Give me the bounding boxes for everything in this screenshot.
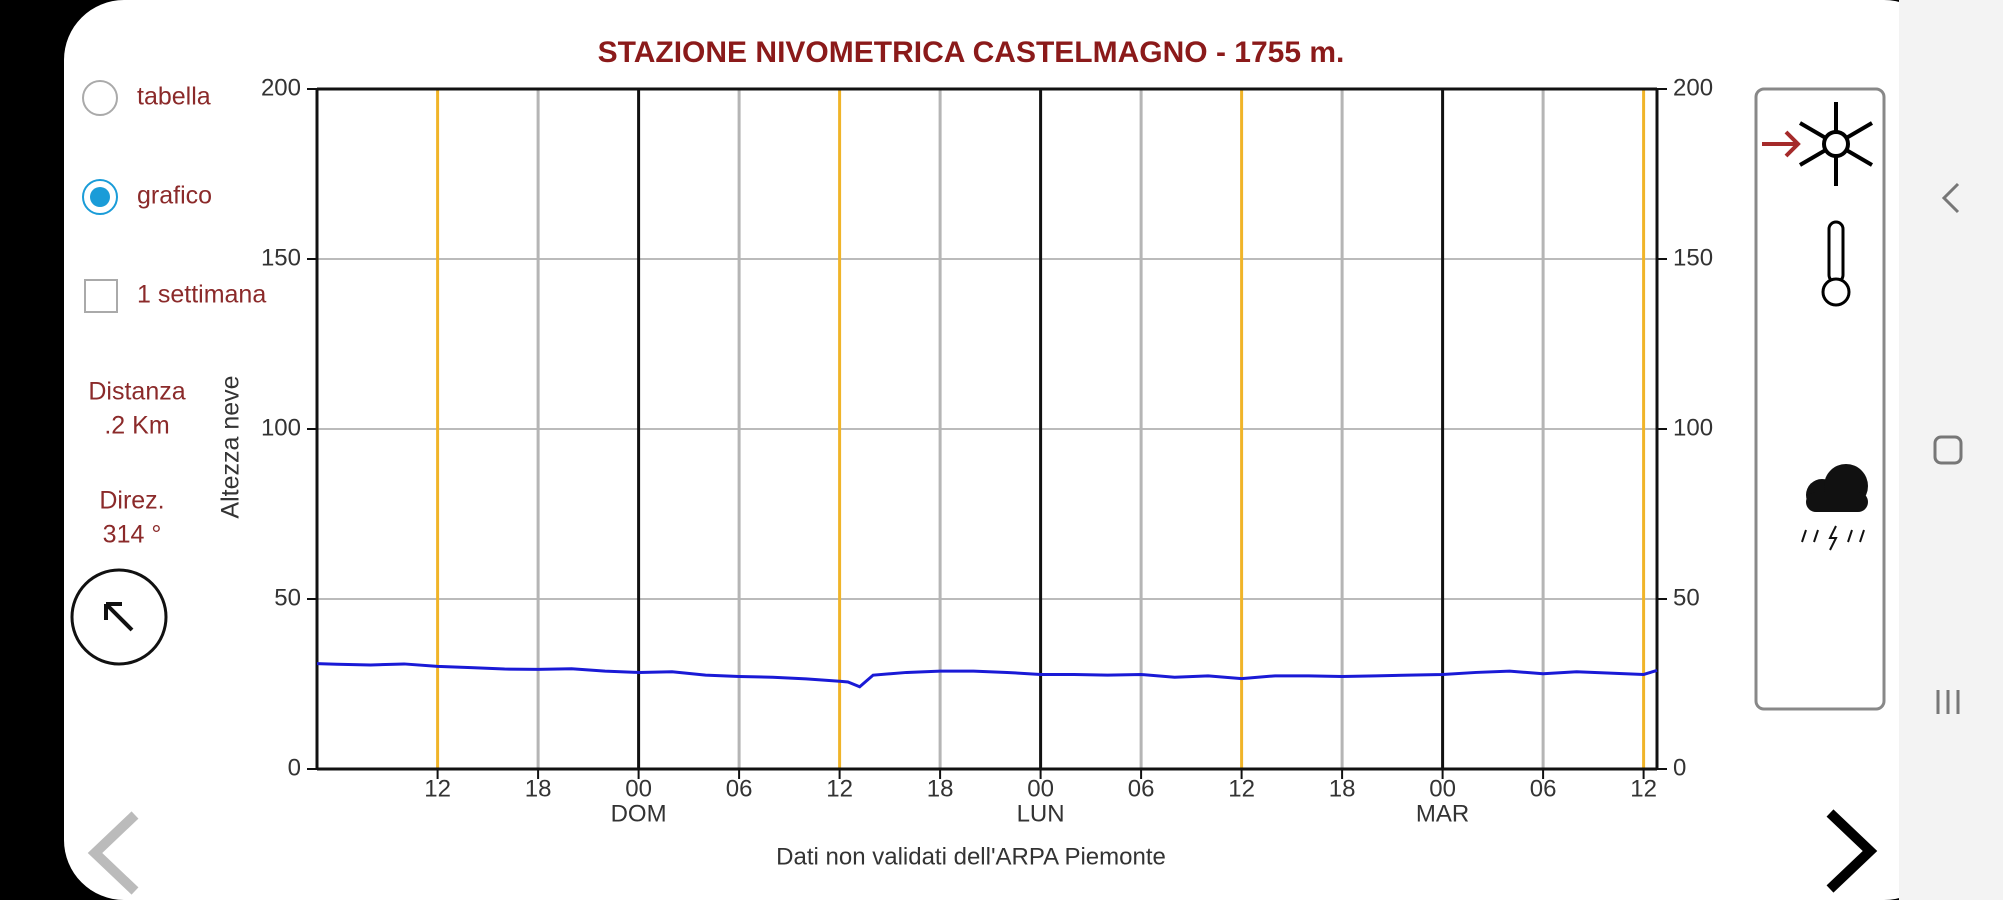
x-tick-label: 12: [1630, 775, 1657, 802]
app-card: [64, 0, 1944, 900]
y2-tick-label: 150: [1673, 244, 1713, 271]
selected-arrow: [1762, 130, 1801, 158]
x-tick-label: 00: [1027, 775, 1054, 802]
radio-dot: [90, 187, 110, 207]
y-tick-label: 50: [274, 584, 301, 611]
y-axis-label: Altezza neve: [217, 375, 245, 518]
y-tick-label: 0: [288, 754, 301, 781]
day-label: LUN: [1017, 800, 1065, 827]
x-tick-label: 00: [625, 775, 652, 802]
checkbox-week[interactable]: [84, 279, 118, 313]
y-tick-label: 100: [261, 414, 301, 441]
snow-icon[interactable]: [1798, 102, 1874, 186]
distance-label: Distanza: [88, 378, 185, 406]
direction-label: Direz.: [99, 487, 164, 515]
x-tick-label: 06: [1530, 775, 1557, 802]
data-line: [316, 662, 1658, 689]
nav-back[interactable]: [1941, 182, 1960, 214]
nav-home[interactable]: [1933, 435, 1963, 465]
x-tick-label: 18: [927, 775, 954, 802]
x-tick-label: 06: [1128, 775, 1155, 802]
thermometer-icon[interactable]: [1821, 220, 1851, 307]
side-panel: [1754, 87, 1886, 711]
next-arrow[interactable]: [1826, 809, 1878, 893]
prev-arrow[interactable]: [87, 811, 139, 895]
y2-tick-label: 100: [1673, 414, 1713, 441]
day-label: DOM: [611, 800, 667, 827]
y-tick-label: 150: [261, 244, 301, 271]
option-label: grafico: [137, 182, 212, 210]
x-tick-label: 06: [726, 775, 753, 802]
y2-tick-label: 50: [1673, 584, 1700, 611]
x-tick-label: 12: [424, 775, 451, 802]
y2-tick-label: 0: [1673, 754, 1686, 781]
chart-title: STAZIONE NIVOMETRICA CASTELMAGNO - 1755 …: [598, 36, 1345, 69]
day-label: MAR: [1416, 800, 1469, 827]
x-tick-label: 18: [525, 775, 552, 802]
x-tick-label: 12: [1228, 775, 1255, 802]
y-tick-label: 200: [261, 74, 301, 101]
weather-icon[interactable]: [1801, 464, 1868, 551]
footer-note: Dati non validati dell'ARPA Piemonte: [776, 843, 1166, 870]
direction-value: 314 °: [103, 521, 162, 549]
nav-bar: [1899, 0, 2003, 900]
y2-tick-label: 200: [1673, 74, 1713, 101]
option-label: tabella: [137, 83, 211, 111]
nav-recents[interactable]: [1936, 690, 1960, 714]
x-tick-label: 00: [1429, 775, 1456, 802]
distance-value: .2 Km: [104, 412, 169, 440]
option-label: 1 settimana: [137, 281, 266, 309]
radio-table[interactable]: [82, 80, 118, 116]
x-tick-label: 12: [826, 775, 853, 802]
x-tick-label: 18: [1329, 775, 1356, 802]
compass-arrow: [104, 602, 134, 632]
